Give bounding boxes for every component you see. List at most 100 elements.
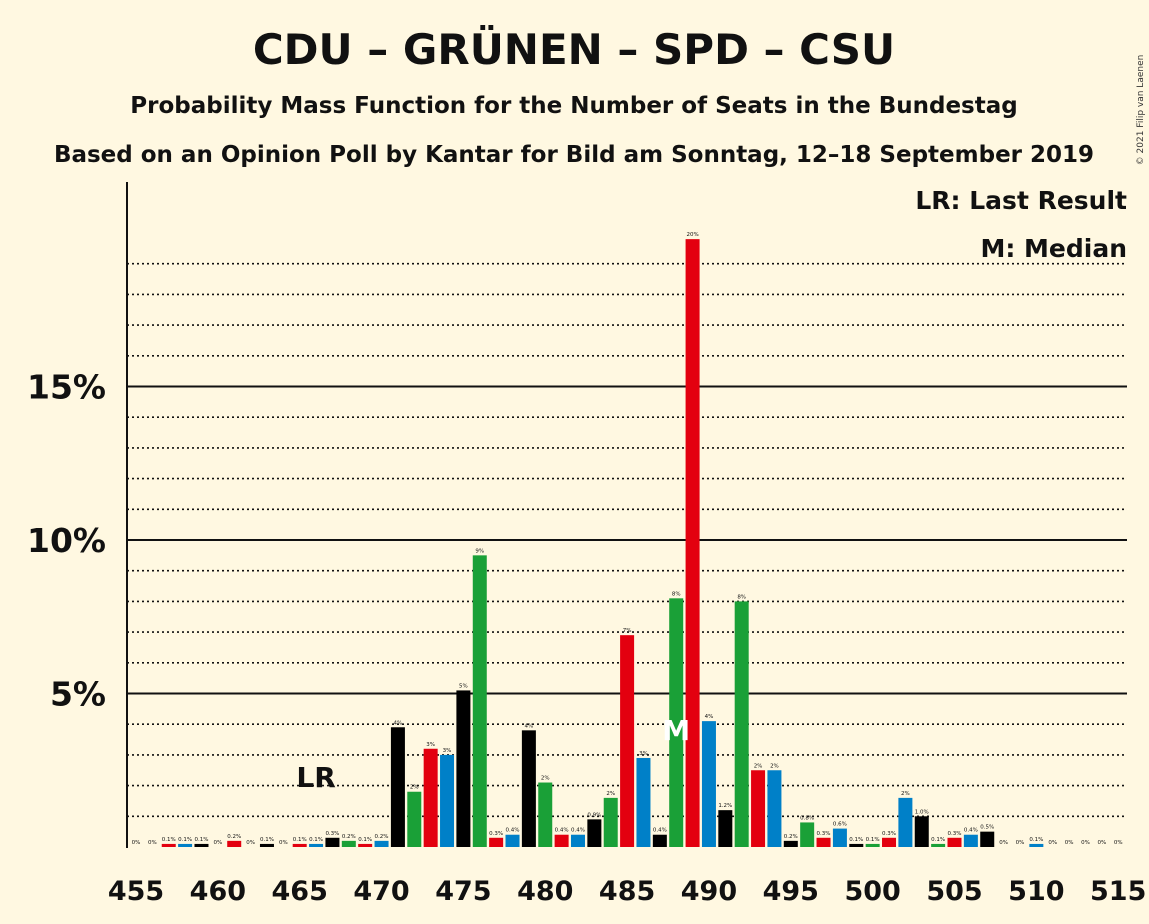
bar-value-label: 0.2% [784, 834, 798, 840]
bar-value-label: 1.0% [915, 809, 929, 815]
bar-value-label: 0% [1097, 840, 1106, 846]
gridlines [127, 262, 1127, 818]
bar-value-label: 0.1% [260, 837, 274, 843]
x-tick-label: 500 [844, 876, 900, 907]
bar-seat-504 [931, 843, 946, 847]
bar-value-label: 4% [525, 723, 534, 729]
chart-source: Based on an Opinion Poll by Kantar for B… [54, 142, 1094, 168]
bar-value-label: 0% [213, 840, 222, 846]
bar-seat-490 [701, 721, 716, 847]
bar-seat-503 [914, 816, 929, 847]
bar-seat-481 [554, 834, 569, 847]
bar-value-label: 0.3% [817, 831, 831, 837]
bars: 0% 0%0.1% 0.1% 0.1%0%0.2%0%0.1%0%0.1% 0.1%0.… [132, 232, 1123, 847]
bar-value-label: 2% [754, 763, 763, 769]
bar-value-label: 0.4% [964, 828, 978, 834]
x-tick-label: 480 [517, 876, 573, 907]
bar-value-label: 0% [132, 840, 141, 846]
bar-value-label: 0% [1081, 840, 1090, 846]
bar-seat-502 [898, 797, 913, 847]
bar-seat-491 [718, 810, 733, 847]
x-tick-label: 475 [435, 876, 491, 907]
bar-seat-475 [456, 690, 471, 847]
bar-value-label: 0.8% [800, 815, 814, 821]
bar-seat-495 [783, 840, 798, 847]
bar-seat-474 [440, 754, 455, 847]
bar-seat-494 [767, 770, 782, 847]
bar-seat-467 [325, 837, 340, 847]
bar-value-label: 8% [672, 591, 681, 597]
median-marker: M [662, 714, 690, 747]
bar-value-label: 0.4% [506, 828, 520, 834]
bar-seat-457 [161, 843, 176, 847]
bar-value-label: 0.1% [178, 837, 192, 843]
bar-seat-458 [178, 843, 193, 847]
bar-value-label: 3% [443, 748, 452, 754]
bar-seat-482 [570, 834, 585, 847]
bar-value-label: 8% [737, 594, 746, 600]
bar-seat-479 [521, 730, 536, 847]
y-tick-label: 15% [27, 368, 106, 407]
bar-seat-468 [341, 840, 356, 847]
x-tick-label: 465 [272, 876, 328, 907]
bar-seat-497 [816, 837, 831, 847]
chart-subtitle: Probability Mass Function for the Number… [130, 93, 1017, 119]
bar-value-label: 2% [541, 776, 550, 782]
bar-seat-461 [227, 840, 242, 847]
y-tick-label: 10% [27, 521, 106, 560]
bar-value-label: 2% [606, 791, 615, 797]
bar-value-label: 0% [148, 840, 157, 846]
bar-seat-500 [865, 843, 880, 847]
x-tick-label: 510 [1008, 876, 1064, 907]
bar-seat-507 [980, 831, 995, 847]
bar-value-label: 0.3% [882, 831, 896, 837]
x-tick-label: 455 [108, 876, 164, 907]
bar-value-label: 0.6% [833, 822, 847, 828]
x-tick-label: 505 [926, 876, 982, 907]
bar-seat-469 [358, 843, 373, 847]
bar-value-label: 0.2% [375, 834, 389, 840]
bar-seat-463 [259, 843, 274, 847]
bar-value-label: 3% [426, 742, 435, 748]
x-tick-label: 485 [599, 876, 655, 907]
bar-seat-466 [309, 843, 324, 847]
bar-seat-476 [472, 555, 487, 847]
bar-seat-478 [505, 834, 520, 847]
x-tick-label: 460 [190, 876, 246, 907]
bar-seat-477 [489, 837, 504, 847]
x-tick-label: 490 [681, 876, 737, 907]
bar-seat-484 [603, 797, 618, 847]
bar-seat-501 [882, 837, 897, 847]
bar-value-label: 2% [770, 763, 779, 769]
bar-value-label: 0.3% [948, 831, 962, 837]
bar-value-label: 7% [623, 628, 632, 634]
bar-seat-505 [947, 837, 962, 847]
bar-seat-459 [194, 843, 209, 847]
bar-value-label: 1.2% [718, 803, 732, 809]
bar-value-label: 0.1% [194, 837, 208, 843]
bar-seat-496 [800, 822, 815, 847]
bar-seat-487 [652, 834, 667, 847]
bar-value-label: 0.3% [489, 831, 503, 837]
bar-value-label: 3% [639, 751, 648, 757]
bar-seat-480 [538, 782, 553, 847]
bar-value-label: 0.9% [587, 812, 601, 818]
bar-value-label: 0% [279, 840, 288, 846]
x-axis-ticks: 455 460 465 470 475 480 485 490 495 500 505 510 515 [108, 876, 1147, 907]
bar-seat-493 [751, 770, 766, 847]
bar-value-label: 0% [1114, 840, 1123, 846]
bar-seat-471 [390, 727, 405, 847]
bar-value-label: 4% [394, 720, 403, 726]
bar-value-label: 0.4% [555, 828, 569, 834]
bar-value-label: 0% [1048, 840, 1057, 846]
bar-value-label: 0% [1016, 840, 1025, 846]
x-tick-label: 515 [1090, 876, 1146, 907]
bar-value-label: 0.1% [849, 837, 863, 843]
bar-seat-465 [292, 843, 307, 847]
bar-value-label: 20% [686, 232, 698, 238]
bar-seat-499 [849, 843, 864, 847]
bar-seat-470 [374, 840, 389, 847]
bar-seat-492 [734, 601, 749, 847]
bar-seat-486 [636, 757, 651, 847]
